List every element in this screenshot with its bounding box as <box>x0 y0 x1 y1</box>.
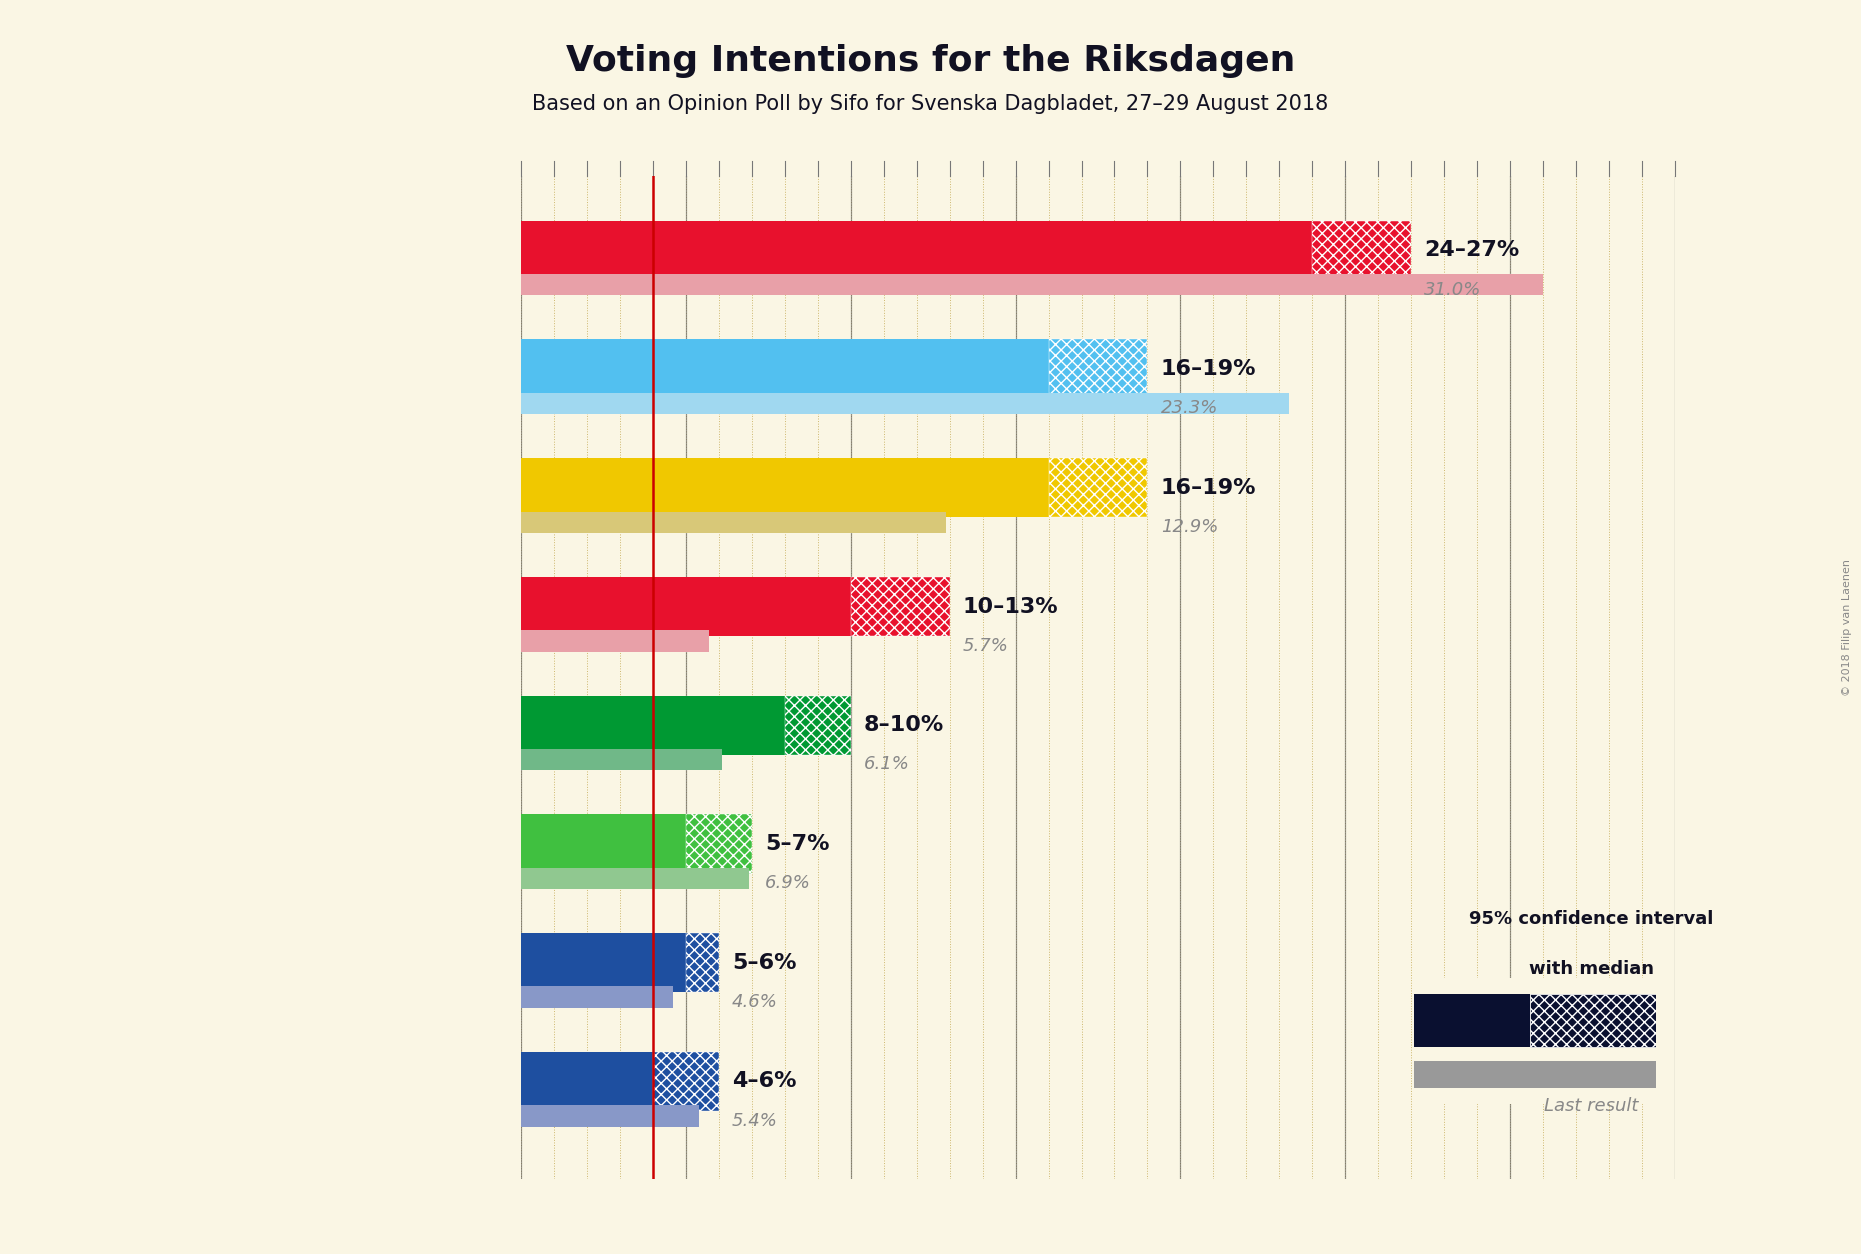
Text: 6.9%: 6.9% <box>765 874 811 892</box>
Bar <box>521 696 785 755</box>
Bar <box>521 340 1048 399</box>
Bar <box>521 393 1290 414</box>
Text: 5–7%: 5–7% <box>765 834 830 854</box>
Text: 5–6%: 5–6% <box>731 953 797 973</box>
Text: 16–19%: 16–19% <box>1161 478 1256 498</box>
Bar <box>521 275 1543 296</box>
Bar <box>1530 994 1656 1047</box>
Text: Voting Intentions for the Riksdagen: Voting Intentions for the Riksdagen <box>566 44 1295 78</box>
Text: 5.7%: 5.7% <box>962 637 1009 655</box>
Bar <box>521 1105 700 1126</box>
Text: 31.0%: 31.0% <box>1424 281 1481 298</box>
Text: 4–6%: 4–6% <box>731 1071 797 1091</box>
Text: 95% confidence interval: 95% confidence interval <box>1468 910 1714 928</box>
Bar <box>521 749 722 770</box>
Bar <box>1414 1061 1656 1088</box>
Bar <box>521 1052 653 1111</box>
Text: with median: with median <box>1528 961 1654 978</box>
Text: 8–10%: 8–10% <box>864 715 944 735</box>
Bar <box>521 814 687 874</box>
Bar <box>687 933 718 992</box>
Bar <box>1414 994 1530 1047</box>
Bar <box>687 814 752 874</box>
Text: Based on an Opinion Poll by Sifo for Svenska Dagbladet, 27–29 August 2018: Based on an Opinion Poll by Sifo for Sve… <box>532 94 1329 114</box>
Bar <box>521 868 748 889</box>
Bar <box>1048 458 1148 518</box>
Bar <box>521 933 687 992</box>
Text: 12.9%: 12.9% <box>1161 518 1217 535</box>
Bar <box>521 458 1048 518</box>
Text: 24–27%: 24–27% <box>1424 241 1520 261</box>
Bar <box>521 631 709 652</box>
Bar <box>521 987 672 1008</box>
Text: 5.4%: 5.4% <box>731 1111 778 1130</box>
Bar <box>521 577 850 636</box>
Bar <box>1048 340 1148 399</box>
Text: 23.3%: 23.3% <box>1161 399 1217 418</box>
Text: 6.1%: 6.1% <box>864 755 910 774</box>
Text: 4.6%: 4.6% <box>731 993 778 1011</box>
Text: © 2018 Filip van Laenen: © 2018 Filip van Laenen <box>1842 558 1852 696</box>
Bar <box>521 221 1312 280</box>
Bar <box>521 512 947 533</box>
Bar <box>1312 221 1411 280</box>
Text: 16–19%: 16–19% <box>1161 359 1256 379</box>
Bar <box>653 1052 718 1111</box>
Text: 10–13%: 10–13% <box>962 597 1059 617</box>
Bar <box>785 696 850 755</box>
Bar <box>850 577 949 636</box>
Text: Last result: Last result <box>1545 1097 1638 1115</box>
